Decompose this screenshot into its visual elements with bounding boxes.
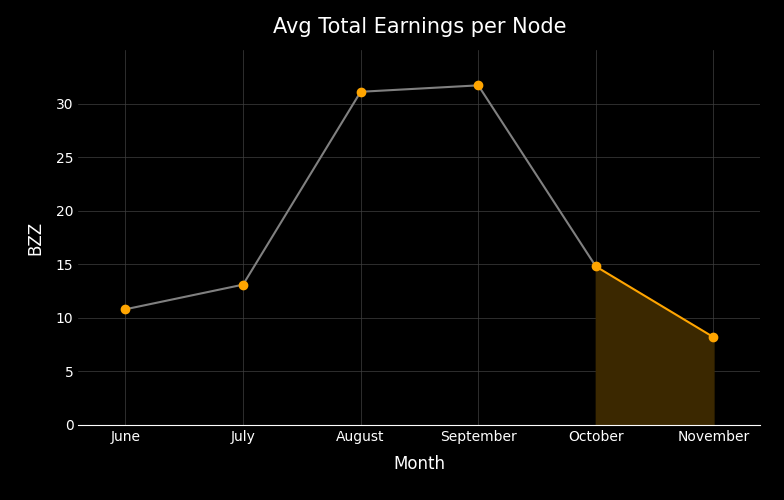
Y-axis label: BZZ: BZZ [27,220,45,254]
X-axis label: Month: Month [394,455,445,473]
Title: Avg Total Earnings per Node: Avg Total Earnings per Node [273,18,566,38]
